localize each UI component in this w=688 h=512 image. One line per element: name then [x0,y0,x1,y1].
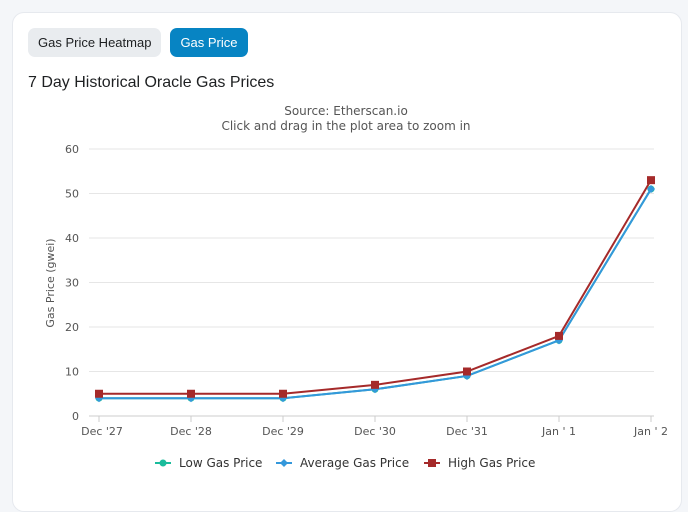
legend-item[interactable]: Low Gas Price [155,456,262,470]
legend-marker-icon[interactable] [428,459,436,467]
legend: Low Gas Price Average Gas Price High Gas P… [155,456,535,470]
y-axis-label: Gas Price (gwei) [44,238,57,327]
legend-marker-icon[interactable] [159,459,167,467]
x-tick-label: Dec '31 [446,425,488,438]
x-tick-label: Dec '30 [354,425,396,438]
y-tick-label: 20 [65,321,79,334]
legend-marker-icon[interactable] [280,459,288,467]
chart-tabs: Gas Price Heatmap Gas Price [28,28,248,57]
data-point[interactable] [187,389,195,398]
x-axis-ticks: Dec '27 Dec '28 Dec '29 Dec '30 Dec '31 Jan '… [81,416,668,438]
series-line [99,188,652,400]
y-tick-label: 30 [65,277,79,290]
y-tick-label: 50 [65,188,79,201]
series-line [99,188,652,400]
gas-price-chart[interactable]: Source: Etherscan.io Click and drag in t… [0,0,688,499]
section-title: 7 Day Historical Oracle Gas Prices [28,74,275,91]
series-group [95,176,655,403]
data-point[interactable] [463,367,471,376]
chart-subtitle: Click and drag in the plot area to zoom … [221,119,470,133]
y-tick-label: 60 [65,143,79,156]
tab-gas-price-heatmap[interactable]: Gas Price Heatmap [28,28,162,57]
legend-label: Average Gas Price [300,456,409,470]
data-point[interactable] [555,331,563,340]
y-tick-label: 0 [72,410,79,423]
data-point[interactable] [647,185,655,194]
series-high-gas-price [95,176,655,398]
series-line [99,179,652,395]
x-tick-label: Jan ' 2 [633,425,668,438]
legend-item[interactable]: Average Gas Price [276,456,409,470]
data-point[interactable] [371,380,379,389]
data-point[interactable] [95,389,103,398]
y-axis-ticks: 0 10 20 30 40 50 60 [65,143,79,423]
grid-lines [89,148,654,417]
tab-gas-price[interactable]: Gas Price [170,28,248,57]
chart-title: Source: Etherscan.io [284,104,408,118]
y-tick-label: 40 [65,232,79,245]
legend-label: Low Gas Price [179,456,262,470]
y-tick-label: 10 [65,366,79,379]
data-point[interactable] [279,389,287,398]
x-tick-label: Dec '27 [81,425,123,438]
legend-label: High Gas Price [448,456,535,470]
x-tick-label: Jan ' 1 [541,425,576,438]
x-tick-label: Dec '28 [170,425,212,438]
legend-item[interactable]: High Gas Price [424,456,535,470]
gas-price-card: Gas Price Heatmap Gas Price 7 Day Histor… [12,12,682,512]
x-tick-label: Dec '29 [262,425,304,438]
series-average-gas-price [95,185,655,403]
series-low-gas-price [95,185,655,402]
data-point[interactable] [647,176,655,185]
